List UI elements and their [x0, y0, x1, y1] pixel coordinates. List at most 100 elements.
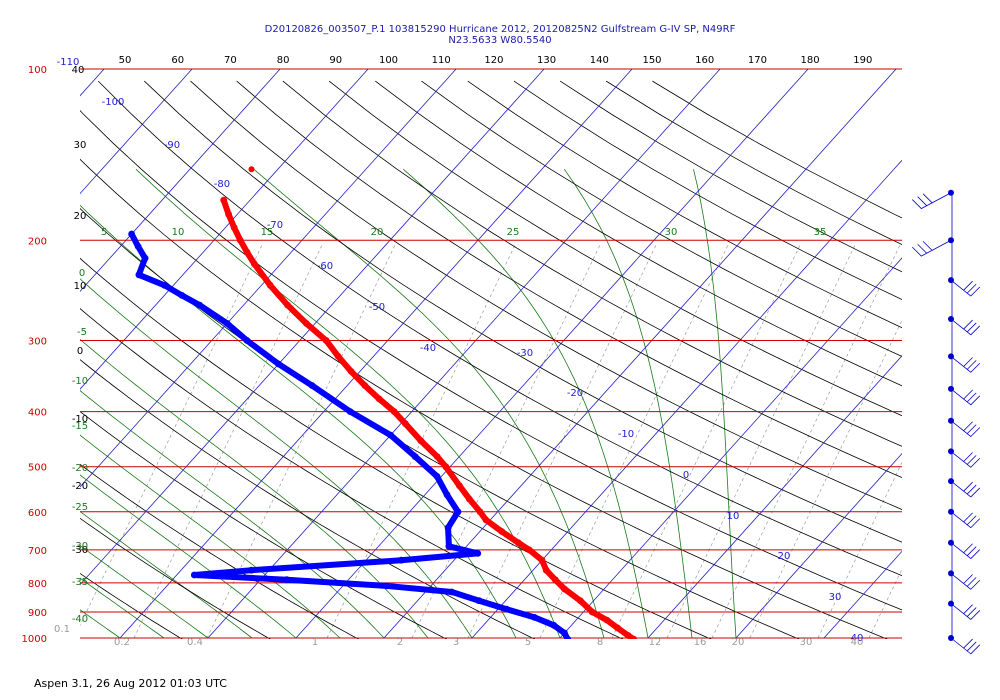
- moist-adiabat-label: 10: [172, 227, 185, 238]
- temperature-point-segment: [267, 282, 291, 309]
- dry-adiabat-line: [80, 208, 800, 639]
- isotherm-line: [207, 68, 721, 639]
- top-axis-label: 70: [224, 55, 237, 66]
- isotherm-label: -50: [369, 302, 385, 313]
- dry-adiabat-line: [652, 80, 902, 219]
- chart-subtitle: N23.5633 W80.5540: [448, 35, 552, 46]
- dewpoint-point-segment: [445, 524, 452, 550]
- temperature-point-segment: [625, 632, 637, 639]
- isotherm-label: -10: [618, 429, 634, 440]
- wind-barb-feather: [966, 484, 977, 495]
- dry-adiabat-line: [282, 80, 902, 447]
- isotherm-line: [0, 69, 16, 638]
- dewpoint-point-segment: [135, 271, 168, 289]
- pressure-label: 800: [28, 579, 47, 590]
- dry-adiabat-line: [97, 80, 902, 577]
- wind-barb-feather: [963, 357, 973, 367]
- wind-level-point: [948, 189, 954, 196]
- dry-adiabats: [80, 80, 902, 639]
- top-axis-label: 90: [329, 55, 342, 66]
- wind-barb-feather: [970, 395, 981, 406]
- moist-adiabat-label: -25: [72, 502, 88, 513]
- mixing-ratio-label: 30: [800, 637, 813, 648]
- wind-barb-feather: [963, 512, 973, 523]
- temperature-point-segment: [376, 395, 398, 415]
- isotherm-label: -80: [214, 179, 230, 190]
- wind-barb-feather: [963, 280, 973, 291]
- dry-adiabat-line: [375, 80, 902, 387]
- temperature-point-segment: [303, 320, 330, 344]
- wind-barb-shaft: [950, 573, 972, 590]
- isotherm-line: [80, 68, 105, 97]
- wind-barb-shaft: [950, 356, 972, 373]
- isotherm-label: -40: [420, 343, 436, 354]
- moist-adiabat-line: [80, 390, 385, 639]
- dewpoint-point-segment: [503, 606, 538, 621]
- isotherm-line: [80, 68, 545, 586]
- moist-adiabat-line: [80, 204, 517, 639]
- top-axis-label: 100: [379, 55, 398, 66]
- mixing-ratio-label: 2: [397, 637, 403, 648]
- mixing-ratio-line: [868, 568, 902, 639]
- dry-adiabat-line: [236, 80, 902, 479]
- temperature-point-segment: [417, 437, 441, 460]
- dewpoint-point-segment: [445, 508, 462, 531]
- isotherm-label: 20: [778, 551, 791, 562]
- moist-adiabat-line: [80, 510, 253, 639]
- dry-adiabat-line: [467, 80, 902, 329]
- wind-barb-shaft: [950, 480, 972, 498]
- wind-barb-shaft: [950, 420, 972, 437]
- wind-barb-feather: [966, 424, 977, 434]
- mixing-ratio-label: 40: [851, 637, 864, 648]
- moist-adiabat-label: 20: [371, 227, 384, 238]
- dewpoint-point-segment: [347, 408, 394, 439]
- top-axis-label: 50: [119, 55, 132, 66]
- moist-adiabat-label: 30: [665, 227, 678, 238]
- pressure-label: 100: [28, 65, 47, 76]
- wind-barb-feather: [963, 543, 973, 554]
- dry-adiabat-label: 30: [74, 140, 87, 151]
- top-axis-label: 150: [642, 55, 661, 66]
- mixing-ratio-label: 16: [694, 637, 707, 648]
- temperature-point-segment: [561, 585, 584, 604]
- pressure-label: 200: [28, 236, 47, 247]
- dry-adiabat-label: -10: [72, 414, 88, 425]
- dry-adiabat-label: -20: [72, 481, 88, 492]
- wind-barb-feather: [966, 455, 977, 465]
- dry-adiabat-line: [80, 109, 902, 611]
- dewpoint-point-segment: [434, 473, 450, 498]
- dewpoint-point-segment: [275, 361, 316, 389]
- moist-adiabat-line: [80, 278, 473, 639]
- moist-adiabat-line: [693, 169, 737, 639]
- isobar-lines: [80, 68, 902, 639]
- wind-barb-feather: [912, 199, 922, 209]
- moist-adiabat-label: -30: [72, 541, 88, 552]
- temperature-point-segment: [402, 420, 424, 444]
- dry-adiabat-label: 10: [74, 281, 87, 292]
- dewpoint-point-segment: [448, 588, 483, 604]
- dry-adiabat-label: 0: [77, 346, 83, 357]
- moist-adiabats: [80, 168, 737, 639]
- wind-barb-shaft: [950, 542, 972, 560]
- dewpoint-point-segment: [531, 614, 557, 629]
- temperature-point-segment: [482, 516, 505, 535]
- dewpoint-point-segment: [178, 292, 203, 309]
- mixing-ratio-label: 20: [732, 637, 745, 648]
- wind-barb-feather: [917, 243, 927, 254]
- isotherm-label: 10: [727, 511, 740, 522]
- dry-adiabat-line: [144, 80, 902, 543]
- dry-adiabat-line: [190, 80, 902, 510]
- temperature-point-segment: [335, 353, 355, 375]
- wind-barb-feather: [963, 481, 973, 492]
- isotherm-label: -20: [567, 388, 583, 399]
- pressure-label: 500: [28, 463, 47, 474]
- wind-barb-feather: [912, 246, 922, 257]
- mixing-ratio-label: 3: [453, 637, 459, 648]
- dry-adiabat-line: [80, 517, 271, 639]
- dewpoint-point-segment: [224, 320, 250, 344]
- isotherm-label: -60: [317, 261, 333, 272]
- mixing-ratio-label: 8: [597, 637, 603, 648]
- dry-adiabat-line: [80, 410, 448, 639]
- wind-barb-shaft: [950, 451, 972, 468]
